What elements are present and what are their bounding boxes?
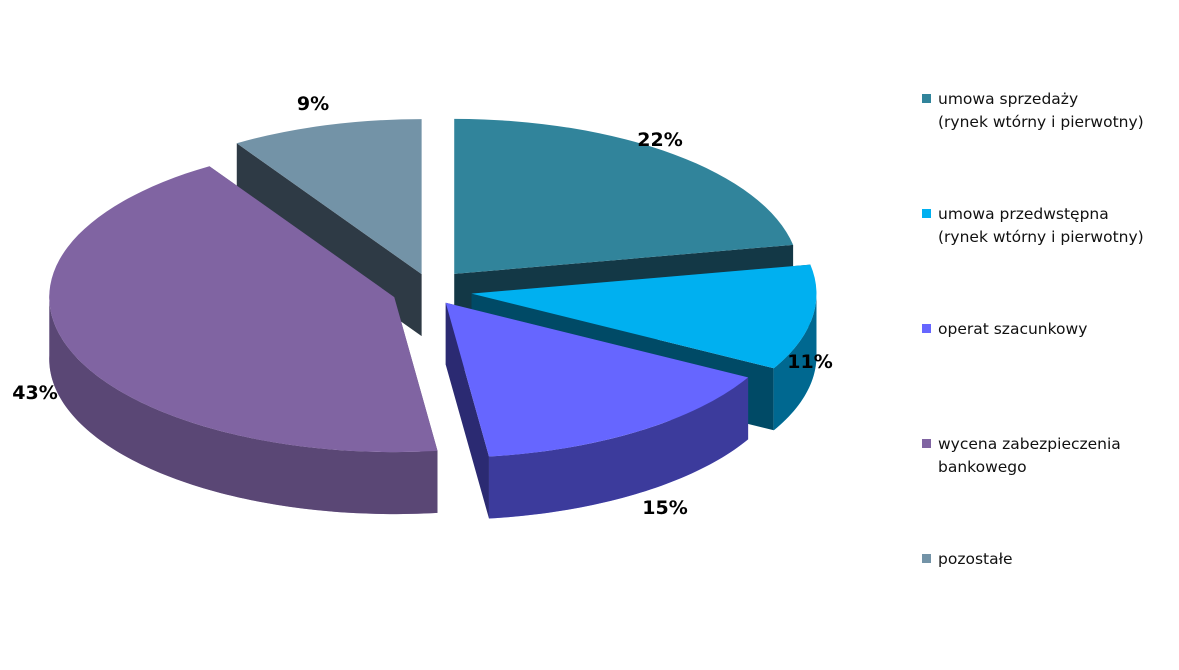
legend-label: umowa sprzedaży (rynek wtórny i pierwotn… [938, 88, 1144, 134]
pie-slice-tops [49, 119, 816, 457]
legend-item: pozostałe [922, 548, 1172, 571]
legend-label: umowa przedwstępna (rynek wtórny i pierw… [938, 203, 1144, 249]
data-label-2: 11% [787, 351, 832, 373]
data-label-1: 22% [637, 129, 682, 151]
legend-label: wycena zabezpieczenia bankowego [938, 433, 1172, 479]
legend-item: umowa sprzedaży (rynek wtórny i pierwotn… [922, 88, 1172, 134]
data-label-5: 9% [297, 93, 329, 115]
legend-item: wycena zabezpieczenia bankowego [922, 433, 1172, 479]
legend-swatch [922, 324, 931, 333]
legend-swatch [922, 94, 931, 103]
legend-item: umowa przedwstępna (rynek wtórny i pierw… [922, 203, 1172, 249]
legend-swatch [922, 554, 931, 563]
legend-label: operat szacunkowy [938, 318, 1087, 341]
data-label-4: 43% [12, 382, 57, 404]
data-label-3: 15% [642, 497, 687, 519]
legend-swatch [922, 439, 931, 448]
legend-swatch [922, 209, 931, 218]
legend-label: pozostałe [938, 548, 1013, 571]
legend-item: operat szacunkowy [922, 318, 1172, 341]
